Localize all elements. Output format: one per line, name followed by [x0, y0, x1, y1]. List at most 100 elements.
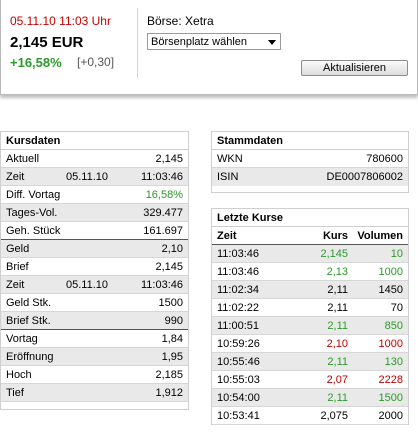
- row-value: 2,145: [155, 261, 183, 273]
- row-value: 2,145: [155, 153, 183, 165]
- stammdaten-table: WKN 780600 ISIN DE0007806002: [212, 150, 408, 186]
- trade-volume: 1500: [378, 392, 403, 404]
- table-row: 10:53:41 2,075 2000: [212, 407, 408, 425]
- table-row: 10:59:26 2,10 1000: [212, 335, 408, 353]
- table-row: 11:03:46 2,13 1000: [212, 263, 408, 281]
- row-label: Diff. Vortag: [6, 189, 61, 201]
- exchange-label: Börse: Xetra: [147, 14, 214, 28]
- trade-price: 2,11: [327, 356, 348, 368]
- row-value: 2,10: [161, 243, 183, 255]
- row-label: Tief: [6, 387, 24, 399]
- trade-price: 2,11: [327, 392, 348, 404]
- trade-time: 11:02:22: [217, 302, 260, 314]
- table-row: Zeit 05.11.10 11:03:46: [1, 276, 188, 294]
- row-value: 11:03:46: [140, 279, 183, 291]
- row-label: Zeit: [6, 279, 25, 291]
- trade-time: 10:54:00: [217, 392, 260, 404]
- exchange-select[interactable]: Börsenplatz wählen: [147, 33, 281, 50]
- table-row: Vortag 1,84: [1, 330, 188, 348]
- table-row: Hoch 2,185: [1, 366, 188, 384]
- trade-price: 2,11: [327, 284, 348, 296]
- table-row: 10:54:00 2,11 1500: [212, 389, 408, 407]
- trade-price: 2,11: [327, 320, 348, 332]
- column-header-volumen: Volumen: [357, 230, 403, 242]
- trade-volume: 70: [390, 302, 403, 314]
- row-label: Vortag: [6, 333, 38, 345]
- quote-price: 2,145 EUR: [10, 34, 84, 51]
- trade-volume: 1000: [378, 338, 403, 350]
- table-row: 11:02:34 2,11 1450: [212, 281, 408, 299]
- table-row: Brief 2,145: [1, 258, 188, 276]
- trade-time: 11:03:46: [217, 266, 260, 278]
- row-label: Geh. Stück: [6, 225, 61, 237]
- refresh-button[interactable]: Aktualisieren: [301, 60, 408, 76]
- trade-time: 11:02:34: [217, 284, 260, 296]
- table-row: Diff. Vortag 16,58%: [1, 186, 188, 204]
- letzte-kurse-title: Letzte Kurse: [212, 209, 408, 227]
- trade-volume: 10: [390, 248, 403, 260]
- quote-datetime: 05.11.10 11:03 Uhr: [10, 14, 111, 28]
- row-value: 990: [164, 315, 183, 327]
- column-header-kurs: Kurs: [322, 230, 348, 242]
- row-value: 1,95: [161, 351, 183, 363]
- trade-volume: 2000: [378, 410, 403, 422]
- column-header-time: Zeit: [217, 230, 237, 242]
- letzte-kurse-header-row: Zeit Kurs Volumen: [212, 227, 408, 245]
- row-label: Hoch: [6, 369, 32, 381]
- trade-time: 10:55:03: [217, 374, 260, 386]
- table-row: Zeit 05.11.10 11:03:46: [1, 168, 188, 186]
- row-label: Geld: [6, 243, 30, 255]
- row-value: 780600: [366, 153, 403, 165]
- chevron-down-icon: [268, 40, 276, 45]
- trade-price: 2,145: [320, 248, 348, 260]
- letzte-kurse-panel: Letzte Kurse Zeit Kurs Volumen 11:03:46 2…: [211, 208, 409, 425]
- stammdaten-panel: Stammdaten WKN 780600 ISIN DE0007806002: [211, 131, 409, 193]
- row-label: Brief Stk.: [6, 315, 51, 327]
- row-value: 11:03:46: [140, 171, 183, 183]
- table-row: ISIN DE0007806002: [212, 168, 408, 186]
- row-label: WKN: [217, 153, 243, 165]
- row-value: 1,912: [155, 387, 183, 399]
- letzte-kurse-table: 11:03:46 2,145 10 11:03:46 2,13 1000 11:02:34 2…: [212, 245, 408, 425]
- trade-price: 2,07: [326, 374, 348, 386]
- trade-price: 2,075: [320, 410, 348, 422]
- trade-volume: 1450: [378, 284, 403, 296]
- kursdaten-table: Aktuell 2,145 Zeit 05.11.10 11:03:46 Diff. Vo…: [1, 150, 188, 402]
- table-row: Tages-Vol. 329.477: [1, 204, 188, 222]
- table-row: 10:55:46 2,11 130: [212, 353, 408, 371]
- row-value: 1,84: [161, 333, 183, 345]
- quote-change-absolute: [+0,30]: [77, 55, 115, 69]
- kursdaten-panel: Kursdaten Aktuell 2,145 Zeit 05.11.10 11:03:…: [0, 131, 189, 410]
- table-row: Geh. Stück 161.697: [1, 222, 188, 240]
- trade-time: 10:55:46: [217, 356, 260, 368]
- table-row: Brief Stk. 990: [1, 312, 188, 330]
- trade-volume: 130: [384, 356, 403, 368]
- divider: [137, 8, 138, 78]
- table-row: 11:03:46 2,145 10: [212, 245, 408, 263]
- trade-price: 2,11: [327, 302, 348, 314]
- row-value: 329.477: [143, 207, 183, 219]
- row-value: 161.697: [143, 225, 183, 237]
- quote-change-percent: +16,58%: [10, 55, 62, 70]
- kursdaten-title: Kursdaten: [1, 132, 188, 150]
- row-label: Aktuell: [6, 153, 40, 165]
- row-label: Tages-Vol.: [6, 207, 58, 219]
- row-value: DE0007806002: [326, 171, 403, 183]
- row-value: 16,58%: [145, 189, 183, 201]
- table-row: 10:55:03 2,07 2228: [212, 371, 408, 389]
- row-label: Zeit: [6, 171, 25, 183]
- stammdaten-title: Stammdaten: [212, 132, 408, 150]
- row-value: 1500: [158, 297, 183, 309]
- table-row: Geld 2,10: [1, 240, 188, 258]
- trade-time: 11:03:46: [217, 248, 260, 260]
- table-row: WKN 780600: [212, 150, 408, 168]
- trade-price: 2,13: [326, 266, 348, 278]
- trade-volume: 2228: [378, 374, 403, 386]
- table-row: Tief 1,912: [1, 384, 188, 402]
- row-label: Geld Stk.: [6, 297, 52, 309]
- trade-volume: 850: [384, 320, 403, 332]
- quote-header: 05.11.10 11:03 Uhr 2,145 EUR +16,58% [+0…: [0, 0, 418, 95]
- row-value: 2,185: [155, 369, 183, 381]
- trade-time: 10:53:41: [217, 410, 260, 422]
- trade-time: 11:00:51: [217, 320, 260, 332]
